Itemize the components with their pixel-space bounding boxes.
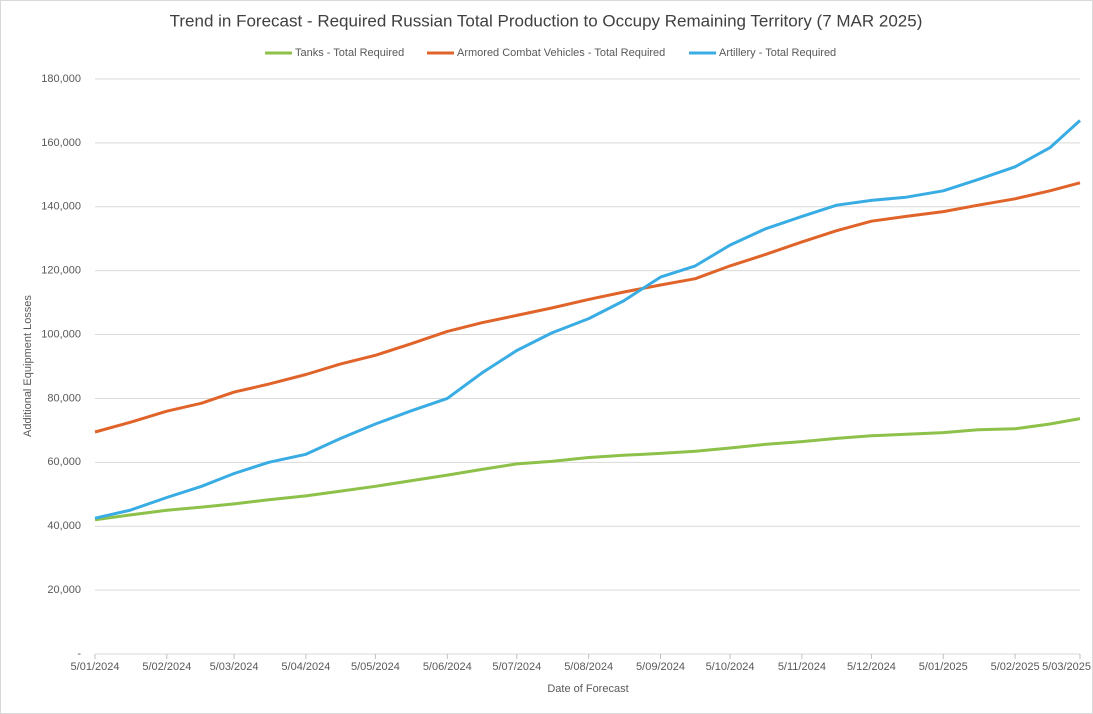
x-tick-label: 5/06/2024 <box>423 661 472 673</box>
y-tick-label: 40,000 <box>47 520 81 532</box>
y-axis-label: Additional Equipment Losses <box>22 295 34 437</box>
x-tick-label: 5/02/2025 <box>991 661 1040 673</box>
x-tick-label: 5/10/2024 <box>706 661 755 673</box>
y-tick-label: - <box>77 648 81 660</box>
y-tick-label: 80,000 <box>47 392 81 404</box>
series-line <box>94 181 1081 434</box>
x-tick-label: 5/01/2025 <box>919 661 968 673</box>
y-tick-label: 60,000 <box>47 456 81 468</box>
x-tick-label: 5/03/2025 <box>1042 661 1091 673</box>
x-tick-label: 5/09/2024 <box>636 661 685 673</box>
x-tick-label: 5/05/2024 <box>351 661 400 673</box>
y-tick-label: 140,000 <box>41 201 81 213</box>
x-axis-label: Date of Forecast <box>547 683 628 695</box>
x-tick-label: 5/11/2024 <box>778 661 826 673</box>
x-tick-label: 5/03/2024 <box>210 661 259 673</box>
y-tick-label: 100,000 <box>41 328 81 340</box>
x-tick-label: 5/01/2024 <box>71 661 120 673</box>
x-tick-label: 5/07/2024 <box>492 661 541 673</box>
legend-label: Armored Combat Vehicles - Total Required <box>457 47 665 59</box>
x-tick-label: 5/08/2024 <box>564 661 613 673</box>
series-line <box>94 119 1082 520</box>
y-tick-label: 180,000 <box>41 73 81 85</box>
y-tick-label: 160,000 <box>41 137 81 149</box>
series-line <box>94 417 1081 522</box>
x-tick-label: 5/02/2024 <box>142 661 191 673</box>
x-tick-label: 5/04/2024 <box>281 661 330 673</box>
y-tick-label: 20,000 <box>47 584 81 596</box>
legend-label: Artillery - Total Required <box>719 47 836 59</box>
chart-title: Trend in Forecast - Required Russian Tot… <box>170 11 923 30</box>
y-tick-label: 120,000 <box>41 265 81 277</box>
legend-label: Tanks - Total Required <box>295 47 404 59</box>
x-tick-label: 5/12/2024 <box>847 661 896 673</box>
